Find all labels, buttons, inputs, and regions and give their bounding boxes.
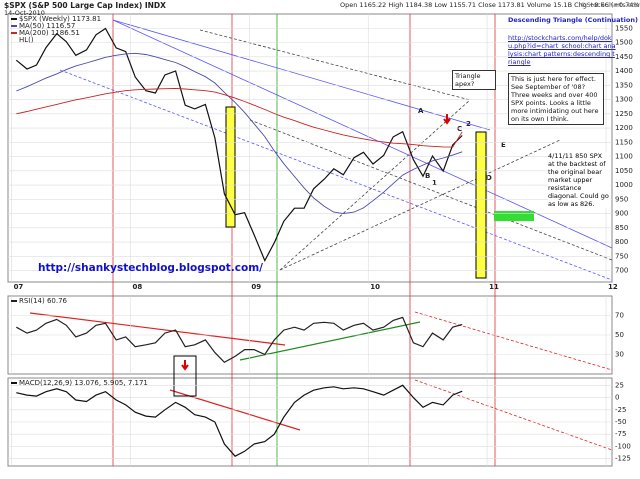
y-tick-label: 1200 bbox=[615, 124, 633, 132]
legend-label: HL() bbox=[19, 36, 34, 44]
trendline bbox=[112, 19, 613, 249]
y-tick-label: 950 bbox=[615, 195, 628, 203]
point-label: E bbox=[501, 141, 506, 149]
brand: ©StockCharts.com bbox=[580, 1, 640, 9]
trendline bbox=[414, 311, 613, 371]
y-tick-label: -50 bbox=[615, 418, 626, 426]
point-label: B bbox=[425, 172, 430, 180]
y-tick-label: -125 bbox=[615, 455, 631, 463]
y-tick-label: 1400 bbox=[615, 67, 633, 75]
y-tick-label: 1350 bbox=[615, 81, 633, 89]
y-tick-label: 1000 bbox=[615, 181, 633, 189]
y-tick-label: 0 bbox=[615, 394, 619, 402]
trendline bbox=[199, 29, 471, 101]
annotation: Triangle apex? bbox=[452, 70, 496, 90]
x-tick-label: 09 bbox=[251, 283, 261, 291]
y-tick-label: 750 bbox=[615, 252, 628, 260]
target-zone bbox=[494, 211, 534, 221]
x-tick-label: 07 bbox=[14, 283, 24, 291]
trendline bbox=[29, 312, 286, 346]
highlight-box bbox=[475, 131, 487, 279]
point-label: 2 bbox=[466, 120, 471, 128]
blog-url[interactable]: http://shankystechblog.blogspot.com/ bbox=[38, 262, 263, 274]
trendline bbox=[414, 379, 613, 451]
y-tick-label: -100 bbox=[615, 442, 631, 450]
y-tick-label: 1050 bbox=[615, 167, 633, 175]
arrow bbox=[443, 114, 451, 125]
y-tick-label: -25 bbox=[615, 406, 626, 414]
y-tick-label: 850 bbox=[615, 224, 628, 232]
annotation: This is just here for effect. See Septem… bbox=[508, 73, 604, 125]
series-line bbox=[16, 316, 463, 364]
x-tick-label: 08 bbox=[132, 283, 142, 291]
link[interactable]: http://stockcharts.com/help/doku.php?id=… bbox=[508, 34, 616, 66]
series-line bbox=[15, 27, 463, 263]
legend-label: $SPX (Weekly) 1173.81 bbox=[19, 15, 101, 23]
y-tick-label: 50 bbox=[615, 331, 624, 339]
series-line bbox=[16, 87, 463, 148]
highlight-box bbox=[225, 106, 236, 228]
point-label: D bbox=[486, 174, 492, 182]
y-tick-label: -75 bbox=[615, 430, 626, 438]
y-tick-label: 1500 bbox=[615, 39, 633, 47]
series-line bbox=[16, 384, 463, 457]
quote: Open 1165.22 High 1184.38 Low 1155.71 Cl… bbox=[340, 1, 640, 9]
point-labels: A B C D E 1 2 bbox=[418, 107, 506, 187]
y-tick-label: 1250 bbox=[615, 110, 633, 118]
trendline bbox=[59, 69, 613, 281]
point-label: C bbox=[457, 125, 462, 133]
y-tick-label: 70 bbox=[615, 312, 624, 320]
annotation: Descending Triangle (Continuation) bbox=[508, 16, 638, 24]
y-tick-label: 25 bbox=[615, 381, 624, 389]
x-tick-label: 12 bbox=[608, 283, 618, 291]
symbol: $SPX (S&P 500 Large Cap Index) INDX bbox=[4, 1, 166, 10]
highlight-box bbox=[173, 355, 197, 397]
trendline bbox=[112, 19, 491, 131]
y-tick-label: 1550 bbox=[615, 24, 633, 32]
price-frame bbox=[7, 13, 613, 283]
x-tick-label: 10 bbox=[370, 283, 380, 291]
annotation: 4/11/11 850 SPX at the backtest of the o… bbox=[548, 152, 610, 208]
trendline bbox=[239, 321, 421, 361]
y-tick-label: 30 bbox=[615, 351, 624, 359]
legend-label: MACD(12,26,9) 13.076, 5.905, 7.171 bbox=[19, 379, 148, 387]
y-tick-label: 1450 bbox=[615, 53, 633, 61]
series-line bbox=[16, 52, 463, 215]
trendline bbox=[279, 139, 561, 271]
y-tick-label: 800 bbox=[615, 238, 628, 246]
legend-label: MA(200) 1186.51 bbox=[19, 29, 80, 37]
arrow bbox=[181, 360, 189, 371]
y-tick-label: 1150 bbox=[615, 138, 633, 146]
x-tick-label: 11 bbox=[489, 283, 499, 291]
event-lines bbox=[112, 14, 496, 466]
point-label: 1 bbox=[432, 179, 437, 187]
y-tick-label: 700 bbox=[615, 267, 628, 275]
date: 14-Oct-2010 bbox=[4, 9, 45, 17]
y-tick-label: 900 bbox=[615, 210, 628, 218]
point-label: A bbox=[418, 107, 424, 115]
legend-label: RSI(14) 60.76 bbox=[19, 297, 68, 305]
y-tick-label: 1100 bbox=[615, 153, 633, 161]
y-tick-label: 1300 bbox=[615, 96, 633, 104]
legend-label: MA(50) 1116.57 bbox=[19, 22, 75, 30]
